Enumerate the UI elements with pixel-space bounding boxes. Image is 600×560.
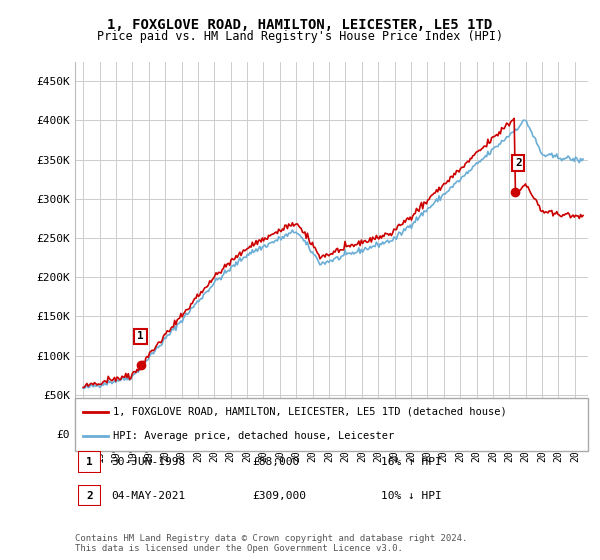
Text: 10% ↓ HPI: 10% ↓ HPI [381,491,442,501]
Text: Contains HM Land Registry data © Crown copyright and database right 2024.
This d: Contains HM Land Registry data © Crown c… [75,534,467,553]
Text: Price paid vs. HM Land Registry's House Price Index (HPI): Price paid vs. HM Land Registry's House … [97,30,503,43]
Text: HPI: Average price, detached house, Leicester: HPI: Average price, detached house, Leic… [113,431,395,441]
FancyBboxPatch shape [78,451,101,473]
Text: 16% ↑ HPI: 16% ↑ HPI [381,457,442,467]
Text: 1: 1 [86,457,93,467]
Text: 2: 2 [86,491,93,501]
Text: 1: 1 [137,332,144,342]
Text: 1, FOXGLOVE ROAD, HAMILTON, LEICESTER, LE5 1TD: 1, FOXGLOVE ROAD, HAMILTON, LEICESTER, L… [107,18,493,32]
Text: £88,000: £88,000 [252,457,299,467]
Text: 30-JUN-1998: 30-JUN-1998 [111,457,185,467]
Text: £309,000: £309,000 [252,491,306,501]
FancyBboxPatch shape [78,485,101,506]
Text: 1, FOXGLOVE ROAD, HAMILTON, LEICESTER, LE5 1TD (detached house): 1, FOXGLOVE ROAD, HAMILTON, LEICESTER, L… [113,407,507,417]
Text: 2: 2 [515,158,522,168]
Text: 04-MAY-2021: 04-MAY-2021 [111,491,185,501]
FancyBboxPatch shape [75,398,588,451]
